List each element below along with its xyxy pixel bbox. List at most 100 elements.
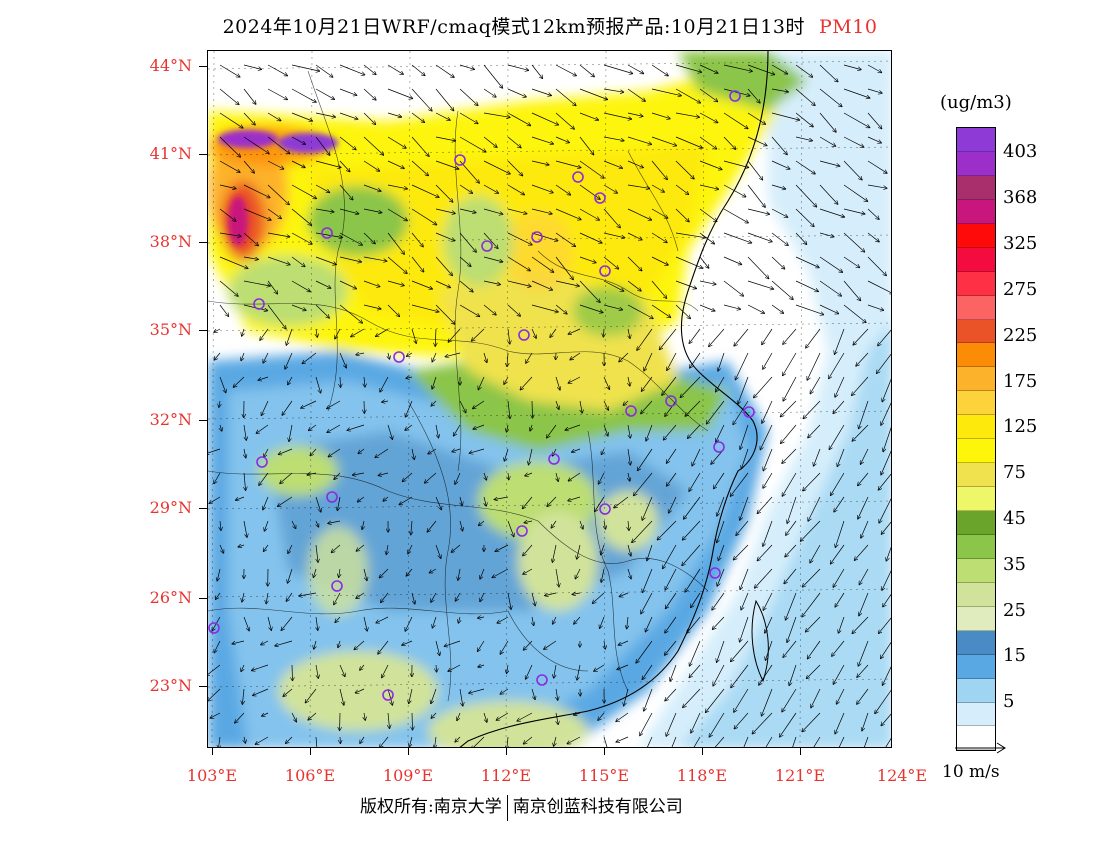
wind-vector: [507, 256, 530, 271]
wind-vector: [858, 472, 869, 486]
wind-vector: [784, 568, 797, 584]
wind-vector: [435, 88, 454, 111]
wind-vector: [214, 352, 221, 360]
colorbar-segment: [957, 367, 995, 392]
wind-vector: [771, 208, 788, 217]
wind-vector: [651, 232, 667, 243]
lon-label: 124°E: [876, 766, 928, 785]
wind-vector: [243, 256, 258, 259]
wind-vector: [286, 328, 293, 345]
wind-vector: [829, 352, 845, 379]
wind-vector: [288, 376, 293, 385]
wind-vector: [263, 352, 269, 363]
wind-vector: [837, 448, 845, 466]
wind-vector: [783, 376, 797, 401]
wind-vector: [507, 280, 531, 286]
wind-vector: [507, 64, 528, 70]
wind-vector: [483, 88, 496, 97]
wind-vector: [627, 568, 631, 579]
wind-vector: [555, 160, 581, 168]
wind-vector: [436, 664, 437, 672]
wind-vector: [651, 88, 681, 96]
city-marker: [256, 456, 268, 468]
wind-vector: [435, 136, 456, 141]
wind-vector: [734, 328, 749, 346]
wind-vector: [261, 400, 269, 415]
wind-vector: [358, 496, 365, 502]
wind-vector: [523, 568, 533, 574]
wind-vector: [723, 280, 743, 296]
wind-vector: [579, 64, 594, 77]
lon-tick: [604, 748, 605, 755]
wind-vector: [616, 712, 629, 722]
colorbar-segment: [957, 151, 995, 176]
wind-vector: [291, 136, 305, 144]
wind-vector: [881, 641, 891, 658]
wind-vector: [219, 64, 240, 77]
wind-vector: [731, 472, 749, 496]
wind-vector: [380, 736, 389, 747]
wind-vector: [699, 304, 715, 311]
wind-vector: [458, 568, 460, 580]
wind-vector: [363, 232, 375, 244]
colorbar-segment: [957, 223, 995, 248]
wind-vector: [627, 112, 643, 116]
wind-vector: [399, 496, 413, 505]
colorbar-unit: (ug/m3): [940, 92, 1012, 113]
wind-vector: [867, 256, 886, 276]
wind-vector: [808, 640, 821, 659]
wind-vector: [431, 592, 437, 602]
wind-vector: [603, 232, 625, 238]
wind-vector: [723, 208, 748, 223]
wind-vector: [765, 736, 773, 747]
wind-vector: [339, 112, 358, 119]
wind-vector: [771, 304, 783, 313]
wind-vector: [411, 64, 425, 76]
wind-vector: [291, 520, 296, 529]
credit-separator: [506, 794, 508, 821]
wind-vector: [291, 280, 310, 292]
wind-vector: [483, 280, 500, 285]
lon-label: 106°E: [284, 766, 336, 785]
wind-vector: [867, 280, 891, 294]
wind-vector: [647, 544, 653, 561]
credit-right: 南京创蓝科技有限公司: [512, 797, 683, 817]
city-marker: [454, 154, 466, 166]
wind-vector: [262, 713, 269, 716]
wind-vector: [709, 328, 725, 346]
wind-vector: [405, 616, 413, 631]
wind-vector: [242, 328, 244, 336]
wind-vector: [838, 736, 845, 747]
wind-vector: [220, 520, 221, 530]
wind-vector: [473, 400, 485, 409]
wind-vector: [810, 376, 821, 394]
wind-vector: [627, 184, 650, 188]
wind-vector: [328, 448, 341, 457]
wind-vector: [691, 592, 701, 608]
colorbar-segment: [957, 463, 995, 488]
wind-vector: [531, 184, 553, 193]
wind-vector: [723, 112, 748, 129]
wind-vector: [867, 88, 882, 93]
wind-vector: [483, 184, 498, 193]
wind-vector: [252, 664, 269, 671]
wind-vector: [551, 520, 557, 528]
wind-vector: [833, 568, 845, 587]
wind-vector: [843, 256, 860, 268]
wind-vector: [547, 424, 557, 438]
wind-vector: [427, 520, 437, 532]
wind-vector: [264, 544, 269, 551]
wind-vector: [765, 640, 773, 660]
wind-vector: [852, 376, 869, 395]
wind-vector: [405, 424, 413, 430]
wind-vector: [819, 208, 844, 217]
wind-vector: [242, 592, 244, 602]
wind-vector: [378, 640, 389, 654]
wind-vector: [603, 184, 617, 193]
city-marker: [531, 231, 543, 243]
wind-vector: [219, 112, 243, 128]
wind-vector: [627, 280, 641, 291]
wind-vector: [666, 592, 677, 609]
wind-vector: [387, 256, 407, 273]
wind-vector: [435, 304, 455, 324]
